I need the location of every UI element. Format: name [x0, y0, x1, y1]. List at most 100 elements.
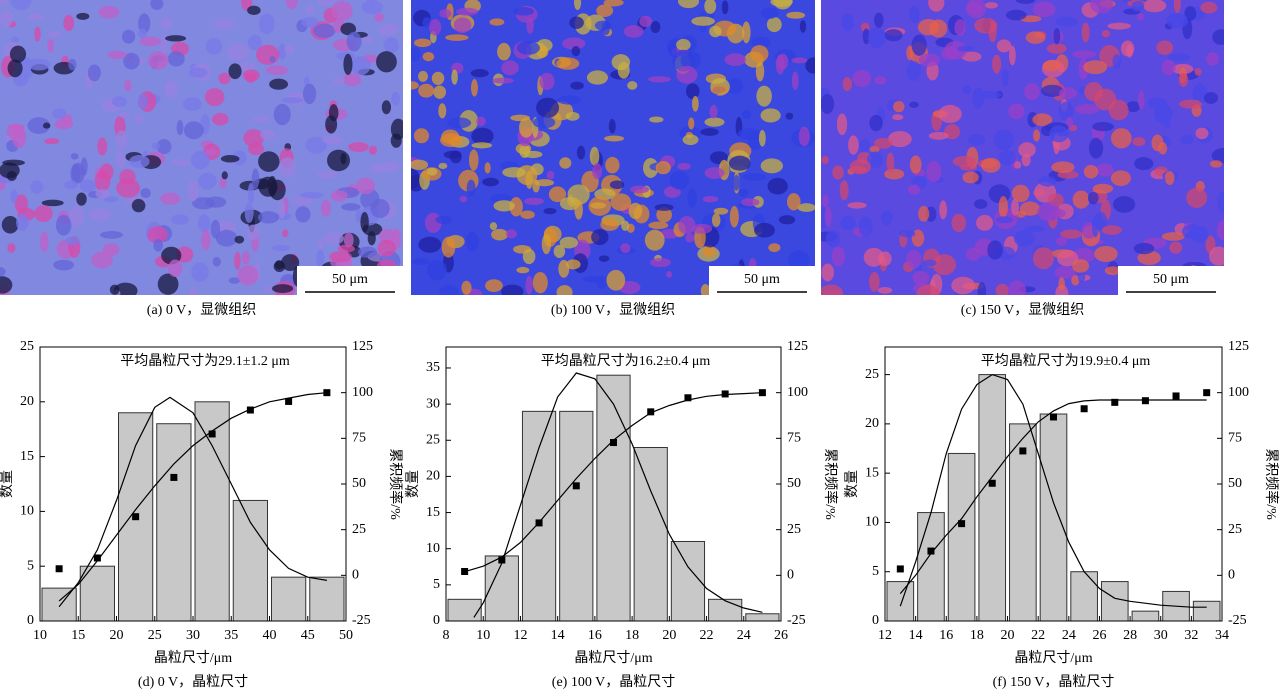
grain	[1005, 9, 1027, 21]
grain	[107, 50, 127, 60]
grain	[1147, 97, 1167, 109]
grain	[1133, 242, 1155, 255]
grain	[55, 214, 72, 236]
grain	[1072, 259, 1090, 273]
grain	[710, 84, 729, 95]
grain	[111, 96, 128, 108]
grain	[109, 284, 120, 295]
grain	[821, 263, 835, 282]
grain	[741, 198, 760, 207]
grain	[691, 95, 699, 112]
grain	[1072, 50, 1097, 59]
grain	[391, 91, 401, 106]
grain	[465, 231, 479, 252]
grain	[822, 194, 829, 208]
grain	[63, 14, 75, 32]
y-tick-label: 15	[20, 449, 34, 464]
grain	[892, 114, 904, 121]
grain	[197, 214, 211, 233]
grain	[704, 117, 725, 127]
grain	[70, 153, 79, 160]
grain	[754, 222, 775, 238]
image-caption: (a) 0 V，显微组织	[147, 302, 256, 318]
x-tick-label: 20	[110, 628, 124, 643]
grain	[451, 69, 458, 85]
grain	[1137, 250, 1161, 266]
grain	[0, 10, 13, 28]
grain	[1025, 31, 1046, 44]
y2-tick-label: -25	[787, 613, 806, 628]
grain	[44, 138, 60, 145]
grain	[350, 56, 371, 76]
grain	[938, 104, 962, 124]
grain	[190, 150, 210, 170]
grain	[0, 0, 9, 6]
grain	[411, 159, 429, 170]
image-caption: (c) 150 V，显微组织	[961, 302, 1084, 318]
grain	[47, 38, 55, 53]
grain	[1032, 113, 1053, 126]
grain	[303, 76, 310, 87]
grain	[582, 275, 604, 283]
grain	[627, 81, 638, 90]
grain	[557, 95, 582, 105]
grain	[12, 126, 27, 149]
grain	[655, 161, 671, 175]
cumulative-point	[170, 473, 178, 481]
grain	[574, 199, 583, 220]
grain	[1049, 125, 1069, 143]
grain	[1142, 0, 1167, 13]
grain	[1107, 22, 1132, 30]
grain	[1083, 164, 1099, 179]
fit-curve	[899, 399, 1207, 594]
x-tick-label: 26	[1092, 628, 1106, 643]
grain	[1216, 191, 1224, 212]
grain	[559, 236, 578, 249]
bar	[271, 576, 307, 622]
x-axis-label: 晶粒尺寸/μm	[154, 650, 232, 666]
chart-title: 平均晶粒尺寸为19.9±0.4 μm	[981, 353, 1151, 369]
grain	[1018, 142, 1036, 158]
grain	[738, 188, 749, 198]
grain	[429, 19, 442, 36]
grain	[98, 5, 120, 19]
grain	[115, 151, 126, 169]
grain	[831, 246, 845, 267]
grain	[176, 120, 184, 136]
grain	[255, 44, 280, 65]
grain	[27, 117, 51, 134]
cumulative-point	[1141, 397, 1149, 405]
grain	[466, 179, 476, 197]
grain	[370, 199, 390, 219]
grain	[356, 177, 375, 195]
grain	[760, 108, 781, 123]
grain	[221, 171, 228, 180]
grain	[932, 254, 957, 276]
grain	[610, 193, 632, 211]
y2-tick-label: 0	[787, 568, 794, 583]
x-axis-label: 晶粒尺寸/μm	[574, 650, 652, 666]
grain	[505, 229, 517, 239]
grain	[869, 114, 883, 132]
grain	[1038, 175, 1057, 187]
grain	[928, 131, 949, 140]
grain	[215, 229, 238, 247]
grain	[732, 175, 741, 191]
grain	[1058, 87, 1078, 100]
grain	[1032, 1, 1056, 18]
grain	[748, 131, 763, 151]
grain	[302, 83, 317, 105]
grain	[341, 203, 361, 211]
grain	[911, 34, 927, 56]
grain	[1136, 13, 1145, 21]
grain	[1181, 224, 1203, 240]
grain	[282, 97, 304, 104]
grain	[524, 197, 544, 206]
grain	[1101, 30, 1111, 38]
x-tick-label: 20	[662, 628, 676, 643]
bar	[447, 598, 482, 622]
grain	[847, 202, 867, 209]
grain	[413, 128, 430, 144]
grain	[1173, 0, 1181, 13]
grain	[426, 259, 447, 281]
